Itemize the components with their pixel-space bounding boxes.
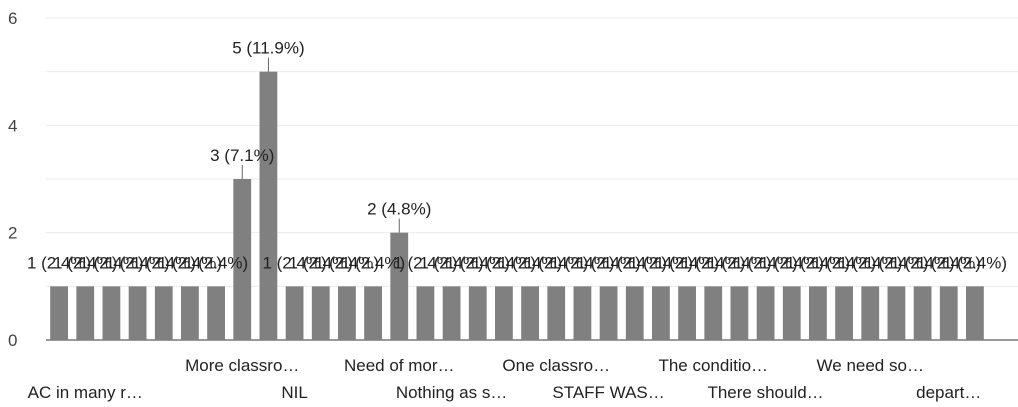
data-label: 1 (2.4%): [27, 253, 91, 272]
bar: [782, 286, 801, 340]
x-tick-label: Nothing as s…: [396, 383, 508, 402]
bar: [887, 286, 906, 340]
bar: [207, 286, 225, 340]
data-label: 1 (2.4%): [446, 253, 510, 272]
x-tick-label: There should…: [707, 383, 823, 402]
bar: [364, 286, 382, 340]
bar: [835, 286, 853, 340]
data-label: 1 (2.4%): [132, 253, 196, 272]
x-tick-label: Need of mor…: [344, 356, 455, 375]
bar: [678, 286, 696, 340]
data-label: 3 (7.1%): [210, 146, 274, 165]
y-tick-label: 4: [8, 116, 17, 135]
x-tick-label: The conditio…: [658, 356, 768, 375]
x-tick-label: NIL: [281, 383, 307, 402]
bar: [573, 286, 592, 340]
data-label: 5 (11.9%): [232, 39, 304, 58]
bar: [495, 286, 513, 340]
bar: [50, 286, 68, 340]
x-tick-label: More classro…: [185, 356, 299, 375]
bar: [390, 232, 409, 340]
data-label: 1 (2.4%): [341, 253, 405, 272]
bar: [102, 286, 121, 340]
data-label: 1 (2.4%): [864, 253, 928, 272]
data-label: 2 (4.8%): [367, 200, 431, 219]
bar: [704, 286, 723, 340]
bar: [338, 286, 356, 340]
bar: [128, 286, 147, 340]
x-tick-label: depart…: [916, 383, 981, 402]
data-labels: 1 (2.4%)1 (2.4%)1 (2.4%)1 (2.4%)1 (2.4%)…: [27, 39, 1007, 273]
bar: [730, 286, 749, 340]
bars: [50, 71, 984, 341]
data-label: 1 (2.4%): [681, 253, 745, 272]
y-tick-label: 6: [8, 9, 17, 28]
data-label: 1 (2.4%): [105, 253, 169, 272]
data-label: 1 (2.4%): [812, 253, 876, 272]
bar: [233, 179, 252, 340]
data-label: 1 (2.4%): [733, 253, 797, 272]
data-label: 1 (2.4%): [707, 253, 771, 272]
x-tick-label: AC in many r…: [28, 383, 143, 402]
bar: [259, 71, 278, 341]
data-label: 1 (2.4%): [838, 253, 902, 272]
bar: [416, 286, 435, 340]
bar: [809, 286, 827, 340]
data-label: 1 (2.4%): [53, 253, 117, 272]
data-label: 1 (2.4%): [524, 253, 588, 272]
data-label: 1 (2.4%): [472, 253, 536, 272]
bar: [756, 286, 775, 340]
data-label: 1 (2.4%): [550, 253, 614, 272]
bar: [311, 286, 330, 340]
y-tick-label: 2: [8, 224, 17, 243]
y-tick-label: 0: [8, 331, 17, 350]
bar: [181, 286, 199, 340]
data-label: 1 (2.4%): [419, 253, 483, 272]
data-label: 1 (2.4%): [184, 253, 248, 272]
bar: [468, 286, 487, 340]
x-tick-label: One classro…: [502, 356, 610, 375]
data-label: 1 (2.4%): [917, 253, 981, 272]
data-label: 1 (2.4%): [315, 253, 379, 272]
x-tick-label: We need so…: [817, 356, 924, 375]
y-axis: 0 2 4 6: [8, 9, 17, 350]
bar: [521, 286, 539, 340]
bar: [442, 286, 461, 340]
x-tick-label: STAFF WAS…: [552, 383, 664, 402]
data-label: 1 (2.4%): [603, 253, 667, 272]
data-label: 1 (2.4%): [576, 253, 640, 272]
x-axis: AC in many r… More classro… NIL Need of mor…: [28, 356, 982, 402]
data-label: 1 (2.4%): [760, 253, 824, 272]
data-label: 1 (2.4%): [943, 253, 1007, 272]
data-label: 1 (2.4%): [393, 253, 457, 272]
bar: [285, 286, 304, 340]
bar: [599, 286, 618, 340]
data-label: 1 (2.4%): [158, 253, 222, 272]
data-label: 1 (2.4%): [786, 253, 850, 272]
bar: [76, 286, 95, 340]
data-label: 1 (2.4%): [890, 253, 954, 272]
bar: [966, 286, 984, 340]
data-label: 1 (2.4%): [262, 253, 326, 272]
bar: [625, 286, 644, 340]
data-label: 1 (2.4%): [79, 253, 143, 272]
data-label: 1 (2.4%): [629, 253, 693, 272]
bar: [939, 286, 958, 340]
bar: [861, 286, 880, 340]
data-label: 1 (2.4%): [289, 253, 353, 272]
data-label: 1 (2.4%): [655, 253, 719, 272]
bar: [154, 286, 173, 340]
data-label: 1 (2.4%): [498, 253, 562, 272]
bar: [547, 286, 566, 340]
bar: [913, 286, 932, 340]
bar: [652, 286, 670, 340]
